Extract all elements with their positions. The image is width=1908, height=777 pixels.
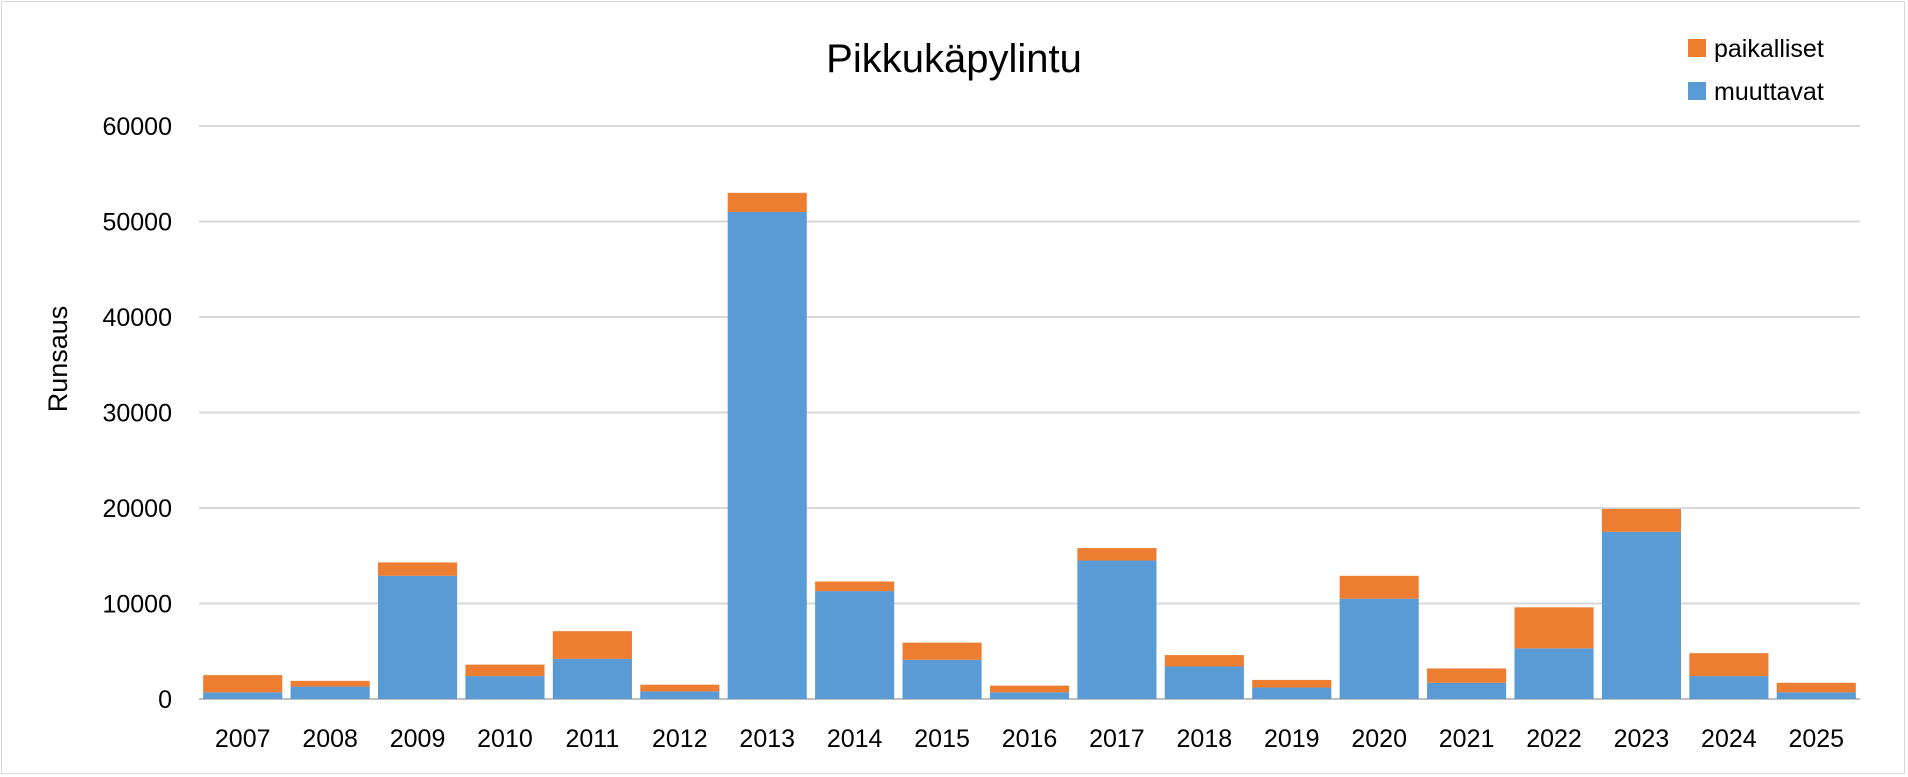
bar-paikalliset-2019 bbox=[1252, 679, 1332, 688]
x-tick-label: 2025 bbox=[1788, 725, 1844, 753]
bar-muuttavat-2007 bbox=[203, 692, 283, 699]
bar-paikalliset-2010 bbox=[465, 664, 545, 677]
bar-muuttavat-2021 bbox=[1427, 682, 1507, 699]
y-tick-label: 0 bbox=[158, 686, 172, 714]
y-tick-label: 10000 bbox=[102, 591, 172, 619]
x-tick-label: 2014 bbox=[827, 725, 883, 753]
bar-paikalliset-2008 bbox=[290, 680, 370, 687]
bar-paikalliset-2020 bbox=[1339, 575, 1419, 599]
x-tick-label: 2019 bbox=[1264, 725, 1320, 753]
bar-muuttavat-2012 bbox=[640, 691, 720, 699]
bar-muuttavat-2025 bbox=[1776, 692, 1856, 699]
legend-swatch-paikalliset bbox=[1688, 39, 1706, 57]
bar-muuttavat-2010 bbox=[465, 676, 545, 699]
bar-muuttavat-2015 bbox=[902, 659, 982, 699]
bar-paikalliset-2018 bbox=[1164, 655, 1244, 667]
x-tick-label: 2008 bbox=[302, 725, 358, 753]
x-tick-label: 2011 bbox=[566, 725, 620, 753]
bar-muuttavat-2013 bbox=[727, 211, 807, 699]
bar-paikalliset-2021 bbox=[1427, 668, 1507, 683]
x-tick-label: 2023 bbox=[1614, 725, 1670, 753]
bar-paikalliset-2015 bbox=[902, 642, 982, 660]
bar-paikalliset-2013 bbox=[727, 192, 807, 212]
y-tick-label: 50000 bbox=[102, 209, 172, 237]
x-tick-label: 2009 bbox=[390, 725, 446, 753]
x-tick-label: 2012 bbox=[652, 725, 708, 753]
x-tick-label: 2010 bbox=[477, 725, 533, 753]
bar-muuttavat-2008 bbox=[290, 686, 370, 699]
legend-swatch-muuttavat bbox=[1688, 82, 1706, 100]
bar-muuttavat-2024 bbox=[1689, 676, 1769, 699]
gridlines bbox=[199, 125, 1860, 700]
y-tick-label: 20000 bbox=[102, 495, 172, 523]
bar-muuttavat-2016 bbox=[989, 692, 1070, 699]
x-tick-labels: 2007 2008 2009 2010 2011 2012 2013 2014 2015 2016… bbox=[215, 725, 1844, 753]
bar-paikalliset-2012 bbox=[640, 684, 720, 692]
y-tick-label: 60000 bbox=[102, 113, 172, 141]
bars bbox=[203, 192, 1856, 699]
bar-muuttavat-2018 bbox=[1164, 666, 1244, 699]
chart-title: Pikkukäpylintu bbox=[826, 37, 1082, 81]
x-tick-label: 2016 bbox=[1002, 725, 1058, 753]
bar-paikalliset-2011 bbox=[552, 631, 632, 659]
x-tick-label: 2022 bbox=[1526, 725, 1582, 753]
bar-muuttavat-2009 bbox=[377, 575, 458, 699]
x-tick-label: 2013 bbox=[739, 725, 795, 753]
bar-muuttavat-2014 bbox=[815, 591, 895, 699]
x-tick-label: 2007 bbox=[215, 725, 271, 753]
y-tick-label: 30000 bbox=[102, 400, 172, 428]
x-tick-label: 2018 bbox=[1177, 725, 1233, 753]
bar-paikalliset-2014 bbox=[815, 581, 895, 592]
legend-label-muuttavat: muuttavat bbox=[1714, 78, 1824, 106]
x-tick-label: 2020 bbox=[1351, 725, 1407, 753]
x-tick-label: 2024 bbox=[1701, 725, 1757, 753]
y-tick-label: 40000 bbox=[102, 304, 172, 332]
bar-paikalliset-2025 bbox=[1776, 682, 1856, 693]
legend-label-paikalliset: paikalliset bbox=[1714, 35, 1824, 63]
bar-paikalliset-2017 bbox=[1077, 548, 1157, 561]
bar-paikalliset-2023 bbox=[1601, 508, 1682, 532]
x-tick-label: 2017 bbox=[1089, 725, 1145, 753]
y-tick-labels: 0 10000 20000 30000 40000 50000 60000 bbox=[102, 113, 172, 714]
y-axis-label: Runsaus bbox=[43, 306, 73, 413]
bar-paikalliset-2024 bbox=[1689, 653, 1769, 677]
bar-paikalliset-2009 bbox=[377, 562, 458, 576]
x-tick-label: 2021 bbox=[1439, 725, 1495, 753]
bar-muuttavat-2023 bbox=[1601, 531, 1682, 699]
x-tick-label: 2015 bbox=[914, 725, 970, 753]
bar-paikalliset-2007 bbox=[203, 675, 283, 693]
bar-paikalliset-2016 bbox=[989, 685, 1070, 693]
bar-muuttavat-2019 bbox=[1252, 687, 1332, 699]
bar-muuttavat-2011 bbox=[552, 658, 632, 699]
bar-muuttavat-2017 bbox=[1077, 560, 1157, 699]
bar-paikalliset-2022 bbox=[1514, 607, 1594, 649]
bar-muuttavat-2020 bbox=[1339, 598, 1419, 699]
bar-muuttavat-2022 bbox=[1514, 648, 1594, 699]
legend: paikalliset muuttavat bbox=[1688, 35, 1824, 106]
